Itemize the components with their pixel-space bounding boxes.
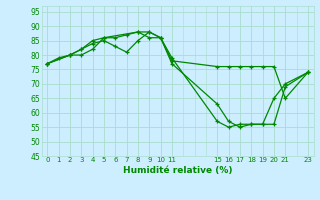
X-axis label: Humidité relative (%): Humidité relative (%) (123, 166, 232, 175)
